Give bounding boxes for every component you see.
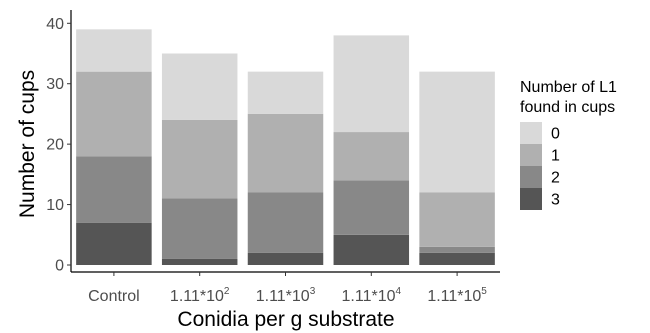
bar-segment	[247, 71, 324, 114]
legend-swatch	[520, 144, 542, 166]
bars-group	[76, 29, 495, 265]
y-tick-label: 40	[46, 16, 64, 33]
bar-segment	[333, 180, 410, 235]
legend-swatch	[520, 122, 542, 144]
x-tick-label: Control	[88, 288, 140, 305]
x-tick-label: 1.11*105	[427, 286, 487, 305]
legend-swatch	[520, 188, 542, 210]
y-tick-label: 10	[46, 197, 64, 214]
bar-segment	[419, 192, 495, 247]
bar-segment	[161, 119, 238, 199]
bar-segment	[247, 113, 324, 193]
bar-segment	[76, 71, 152, 157]
legend-label: 2	[551, 170, 560, 187]
bar-segment	[76, 29, 152, 72]
x-tick-label: 1.11*104	[342, 286, 402, 305]
bar-segment	[76, 222, 152, 265]
bar-segment	[419, 252, 495, 265]
legend-title-line-2: found in cups	[520, 99, 615, 116]
bar-segment	[161, 258, 238, 265]
bar-segment	[247, 252, 324, 265]
bar-segment	[161, 198, 238, 259]
bar-segment	[419, 71, 495, 193]
bar-segment	[333, 35, 410, 133]
legend-swatch	[520, 166, 542, 188]
legend-label: 1	[551, 148, 560, 165]
bar-segment	[76, 156, 152, 223]
y-tick-label: 0	[55, 258, 64, 275]
bar-segment	[419, 246, 495, 253]
bar-segment	[333, 234, 410, 265]
bar-segment	[161, 53, 238, 120]
legend-items: 0 1 2 3	[520, 122, 560, 210]
y-ticks-group: 0 10 20 30 40	[46, 16, 71, 275]
legend-title-line-1: Number of L1	[520, 79, 617, 96]
y-tick-label: 20	[46, 137, 64, 154]
y-axis-title: Number of cups	[16, 70, 39, 218]
x-ticks-group: Control 1.11*102 1.11*103 1.11*104 1.11*105	[88, 272, 487, 305]
x-tick-label: 1.11*103	[256, 286, 316, 305]
bar-segment	[333, 132, 410, 181]
bar-segment	[247, 192, 324, 253]
x-tick-label: 1.11*102	[170, 286, 230, 305]
legend: Number of L1 found in cups 0 1 2 3	[520, 79, 617, 210]
legend-label: 0	[551, 126, 560, 143]
x-axis-title: Conidia per g substrate	[177, 308, 394, 331]
y-tick-label: 30	[46, 76, 64, 93]
legend-label: 3	[551, 192, 560, 209]
